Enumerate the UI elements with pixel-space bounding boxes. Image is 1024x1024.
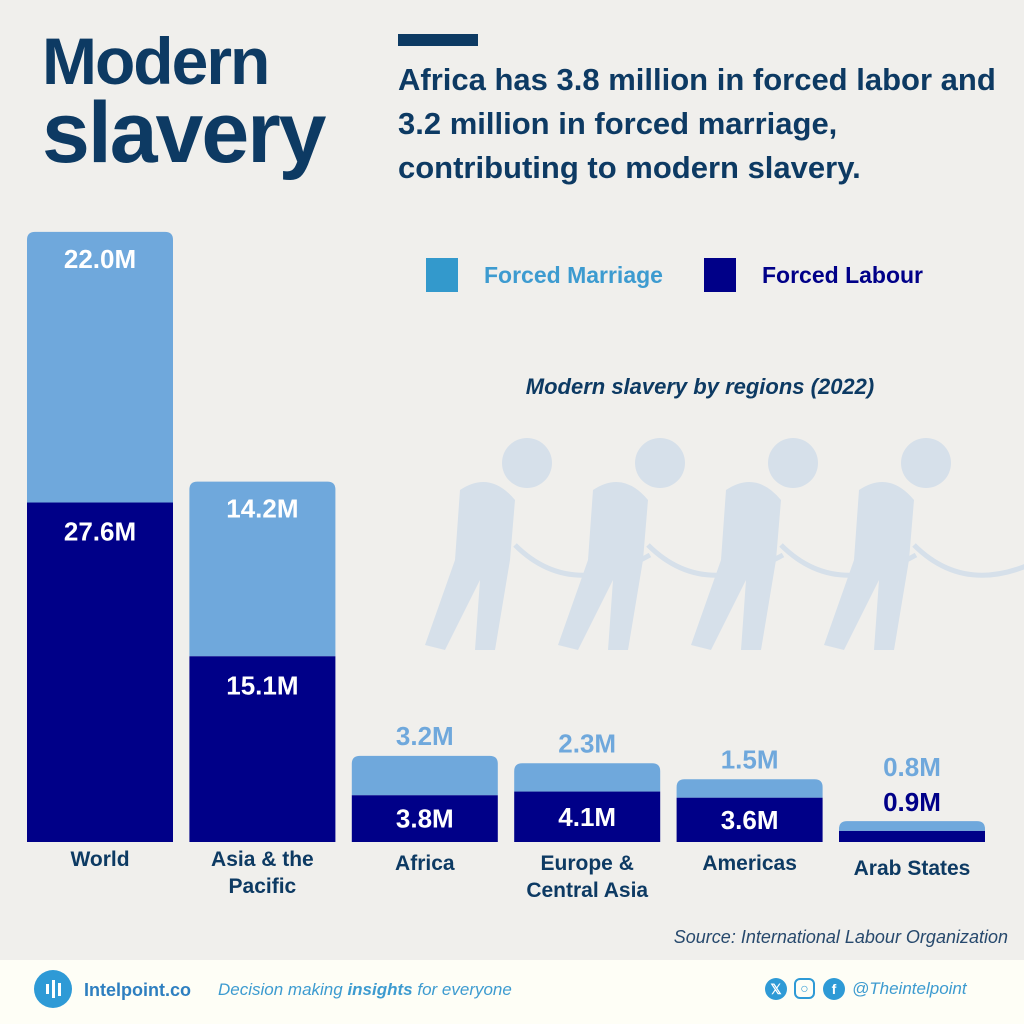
category-label: World xyxy=(70,848,129,871)
legend-item-labour: Forced Labour xyxy=(704,258,923,292)
page-title: Modern slavery xyxy=(42,24,327,181)
bar-forced-marriage xyxy=(839,821,985,831)
bar-forced-labour xyxy=(189,656,336,842)
chart-title: Modern slavery by regions (2022) xyxy=(525,374,875,399)
facebook-icon[interactable]: f xyxy=(823,978,845,1000)
bar-forced-labour xyxy=(839,830,985,842)
data-label-labour: 15.1M xyxy=(226,670,298,700)
accent-rule xyxy=(398,34,478,46)
x-icon[interactable]: 𝕏 xyxy=(765,978,787,1000)
data-label-labour: 0.9M xyxy=(883,787,941,817)
figure-head xyxy=(901,438,951,488)
data-label-labour: 27.6M xyxy=(64,517,136,547)
legend-swatch-marriage xyxy=(426,258,458,292)
bar-forced-labour xyxy=(514,791,661,842)
bar-forced-marriage xyxy=(27,231,173,503)
legend-label-labour: Forced Labour xyxy=(762,261,924,288)
bar-forced-labour xyxy=(351,795,498,842)
title-line-2: slavery xyxy=(42,84,327,181)
figure-body xyxy=(691,482,781,650)
figure-head xyxy=(502,438,552,488)
figure-body xyxy=(558,482,648,650)
tagline-pre: Decision making xyxy=(218,980,348,999)
figure-body xyxy=(425,482,515,650)
category-label: Americas xyxy=(702,852,797,875)
data-label-marriage: 22.0M xyxy=(64,244,136,274)
legend-label-marriage: Forced Marriage xyxy=(484,261,663,288)
data-label-labour: 3.6M xyxy=(721,805,779,835)
legend-swatch-labour xyxy=(704,258,736,292)
figure-body xyxy=(824,482,914,650)
bar-forced-labour xyxy=(27,502,173,842)
category-label: Asia & the xyxy=(211,848,314,871)
footer: Intelpoint.co Decision making insights f… xyxy=(0,960,1024,1024)
bar-forced-marriage xyxy=(676,779,823,798)
category-label: Africa xyxy=(395,852,455,875)
data-label-marriage: 2.3M xyxy=(558,728,616,758)
brand-link[interactable]: Intelpoint.co xyxy=(84,980,191,1000)
bar-forced-marriage xyxy=(351,755,498,796)
bar-forced-marriage xyxy=(514,763,661,792)
figure-head xyxy=(768,438,818,488)
headline: Africa has 3.8 million in forced labor a… xyxy=(398,62,996,185)
category-label: Central Asia xyxy=(526,879,648,902)
instagram-icon[interactable]: ○ xyxy=(794,978,815,999)
chained-figures-illustration xyxy=(425,438,1024,650)
data-label-labour: 3.8M xyxy=(396,804,454,834)
category-label: Arab States xyxy=(854,857,971,880)
data-label-marriage: 14.2M xyxy=(226,494,298,524)
bar-forced-marriage xyxy=(189,481,336,657)
category-label: Europe & xyxy=(541,852,634,875)
tagline: Decision making insights for everyone xyxy=(218,980,512,1000)
data-label-marriage: 1.5M xyxy=(721,744,779,774)
logo-icon xyxy=(34,970,72,1008)
chain xyxy=(912,543,1024,578)
data-label-marriage: 3.2M xyxy=(396,721,454,751)
tagline-bold: insights xyxy=(347,980,413,999)
social-handle[interactable]: @Theintelpoint xyxy=(852,979,967,998)
category-label: Pacific xyxy=(229,875,297,898)
tagline-post: for everyone xyxy=(412,980,512,999)
legend-item-marriage: Forced Marriage xyxy=(426,258,663,292)
chart: 22.0M 27.6M World 14.2M 15.1M Asia & the Pacif… xyxy=(27,231,1024,902)
bar-forced-labour xyxy=(676,797,823,842)
data-label-labour: 4.1M xyxy=(558,802,616,832)
data-label-marriage: 0.8M xyxy=(883,752,941,782)
title-line-1: Modern xyxy=(42,24,270,98)
source: Source: International Labour Organizatio… xyxy=(673,927,1008,947)
figure-head xyxy=(635,438,685,488)
